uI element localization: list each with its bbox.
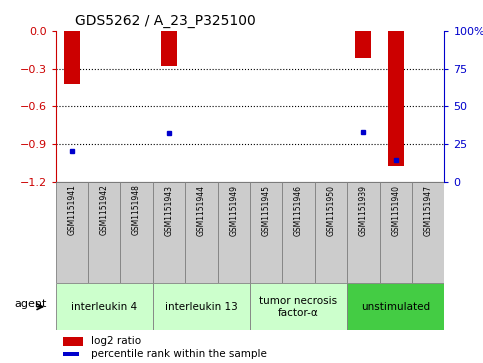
- Bar: [347, 283, 444, 330]
- Bar: [380, 182, 412, 283]
- Text: GSM1151949: GSM1151949: [229, 184, 238, 236]
- Bar: [56, 182, 88, 283]
- Bar: [161, 31, 177, 66]
- Text: agent: agent: [14, 299, 46, 309]
- Text: unstimulated: unstimulated: [361, 302, 430, 312]
- Bar: [355, 31, 371, 58]
- Text: GSM1151941: GSM1151941: [67, 184, 76, 236]
- Text: GSM1151947: GSM1151947: [424, 184, 433, 236]
- Bar: [347, 182, 380, 283]
- Bar: [120, 182, 153, 283]
- Bar: [153, 283, 250, 330]
- Bar: [412, 182, 444, 283]
- Bar: [250, 283, 347, 330]
- Bar: [88, 182, 120, 283]
- Bar: [185, 182, 217, 283]
- Text: GDS5262 / A_23_P325100: GDS5262 / A_23_P325100: [75, 15, 256, 28]
- Bar: [63, 352, 79, 356]
- Text: GSM1151944: GSM1151944: [197, 184, 206, 236]
- Text: interleukin 13: interleukin 13: [165, 302, 238, 312]
- Bar: [63, 337, 83, 346]
- Text: percentile rank within the sample: percentile rank within the sample: [90, 349, 267, 359]
- Bar: [153, 182, 185, 283]
- Text: GSM1151939: GSM1151939: [359, 184, 368, 236]
- Text: interleukin 4: interleukin 4: [71, 302, 137, 312]
- Bar: [283, 182, 315, 283]
- Bar: [250, 182, 283, 283]
- Bar: [388, 31, 404, 166]
- Text: GSM1151940: GSM1151940: [391, 184, 400, 236]
- Text: GSM1151945: GSM1151945: [262, 184, 270, 236]
- Text: log2 ratio: log2 ratio: [90, 336, 141, 346]
- Text: tumor necrosis
factor-α: tumor necrosis factor-α: [259, 296, 338, 318]
- Bar: [315, 182, 347, 283]
- Text: GSM1151942: GSM1151942: [99, 184, 109, 236]
- Text: GSM1151948: GSM1151948: [132, 184, 141, 236]
- Text: GSM1151943: GSM1151943: [164, 184, 173, 236]
- Text: GSM1151950: GSM1151950: [327, 184, 336, 236]
- Bar: [56, 283, 153, 330]
- Bar: [217, 182, 250, 283]
- Text: GSM1151946: GSM1151946: [294, 184, 303, 236]
- Bar: [64, 31, 80, 83]
